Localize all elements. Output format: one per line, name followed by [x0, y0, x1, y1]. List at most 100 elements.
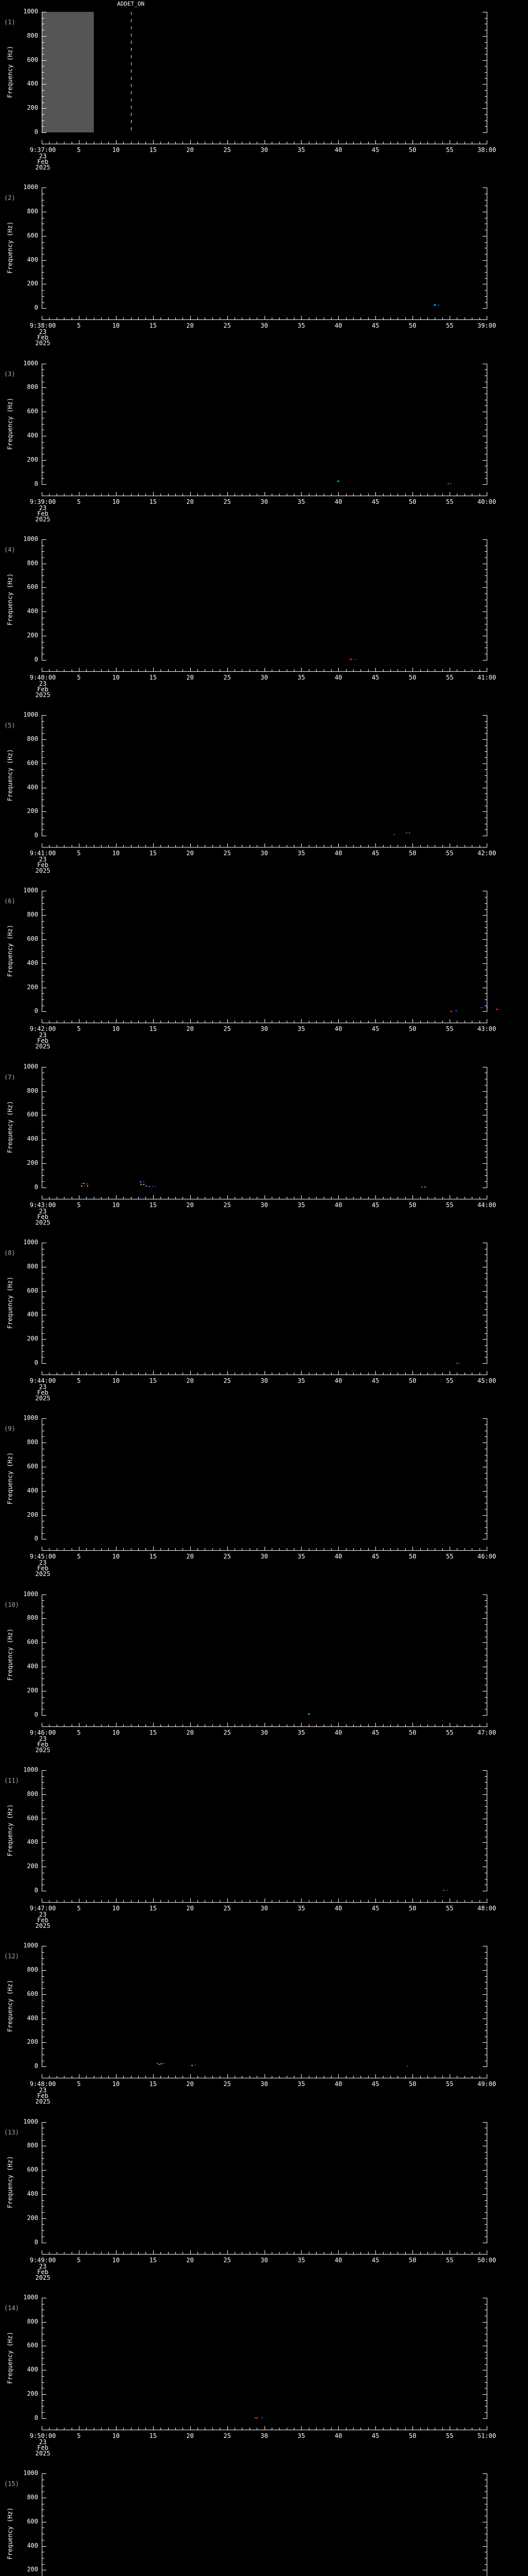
- x-tick: [390, 317, 391, 320]
- x-tick: [420, 317, 421, 320]
- x-tick: [49, 1372, 50, 1375]
- x-tick: [123, 2076, 124, 2078]
- x-tick: [368, 493, 369, 496]
- y-tick: [485, 921, 487, 922]
- spectrogram-panel: 0 200 400 600 800 1000 Frequency (Hz) (7) 9:43:0…: [0, 1055, 528, 1231]
- x-tick: [145, 2251, 146, 2254]
- y-tick: [483, 1842, 487, 1843]
- y-tick: [483, 460, 487, 461]
- y-tick: [42, 1436, 44, 1437]
- x-axis-date-line: 2025: [35, 1922, 51, 1929]
- x-tick: [153, 843, 154, 848]
- x-tick-label: 15: [149, 2256, 157, 2264]
- y-tick: [485, 1121, 487, 1122]
- x-tick-label: 5: [77, 2080, 81, 2088]
- x-tick-label: 5: [77, 322, 81, 330]
- y-tick-label: 800: [27, 2142, 38, 2149]
- x-tick-label: 25: [223, 1728, 231, 1736]
- x-tick: [368, 1196, 369, 1199]
- x-tick: [160, 1548, 161, 1551]
- x-tick: [108, 1724, 109, 1726]
- x-tick: [405, 1372, 406, 1375]
- y-tick: [42, 308, 46, 309]
- x-tick: [338, 1547, 339, 1551]
- y-tick: [485, 126, 487, 127]
- y-tick: [485, 2364, 487, 2365]
- x-tick: [86, 2251, 87, 2254]
- spectrogram-panel: 0 200 400 600 800 1000 Frequency (Hz) (10) 9:46:…: [0, 1583, 528, 1758]
- y-tick: [485, 2340, 487, 2341]
- x-tick: [412, 1019, 414, 1023]
- y-tick: [485, 2376, 487, 2377]
- y-tick: [42, 1624, 44, 1625]
- y-tick: [42, 1824, 44, 1825]
- x-tick-label: 20: [186, 2256, 194, 2264]
- x-tick: [353, 1196, 354, 1199]
- y-tick: [42, 2412, 44, 2413]
- x-tick: [420, 1900, 421, 1902]
- x-tick: [175, 2251, 176, 2254]
- x-tick-label: 15: [149, 2432, 157, 2439]
- y-tick: [483, 60, 487, 61]
- x-tick: [227, 1898, 228, 1902]
- y-tick: [42, 2564, 44, 2565]
- x-tick: [123, 2427, 124, 2430]
- y-tick-label: 1000: [23, 887, 38, 894]
- x-tick: [49, 1196, 50, 1199]
- y-tick: [42, 2230, 44, 2231]
- x-tick: [353, 2427, 354, 2430]
- y-tick: [42, 963, 46, 964]
- y-tick: [42, 2206, 44, 2207]
- x-tick: [383, 845, 384, 848]
- detection-speck: [142, 1181, 144, 1183]
- x-tick: [427, 142, 428, 144]
- x-tick: [338, 1898, 339, 1902]
- x-tick: [212, 142, 213, 144]
- x-tick: [168, 1900, 169, 1902]
- x-tick: [49, 1021, 50, 1023]
- detection-speck: [393, 834, 395, 836]
- x-tick-label: 20: [186, 1553, 194, 1561]
- y-tick-label: 0: [34, 480, 38, 487]
- y-tick: [483, 2066, 487, 2067]
- x-start-time-label: 9:40:00: [29, 673, 56, 681]
- y-tick-label: 400: [27, 1838, 38, 1846]
- y-tick: [42, 1091, 46, 1092]
- x-tick: [383, 1372, 384, 1375]
- x-axis-date-line: 23: [39, 1207, 47, 1215]
- x-end-time-label: 40:00: [477, 498, 497, 505]
- y-tick: [485, 1157, 487, 1158]
- x-tick-label: 5: [77, 1728, 81, 1736]
- x-tick: [360, 493, 361, 496]
- y-tick: [485, 423, 487, 425]
- x-tick: [197, 2427, 199, 2430]
- x-tick: [108, 1021, 109, 1023]
- x-tick: [160, 2251, 161, 2254]
- y-tick: [485, 999, 487, 1001]
- x-tick: [145, 317, 146, 320]
- x-tick: [331, 1548, 332, 1551]
- x-tick-label: 50: [408, 498, 417, 505]
- x-end-time-label: 45:00: [477, 1377, 497, 1385]
- y-tick-label: 200: [27, 2038, 38, 2046]
- y-tick: [485, 302, 487, 303]
- x-tick: [86, 317, 87, 320]
- y-tick: [485, 54, 487, 55]
- x-tick: [145, 1372, 146, 1375]
- y-tick: [42, 1309, 44, 1310]
- x-tick: [138, 1196, 139, 1199]
- x-tick: [153, 1195, 154, 1199]
- x-tick: [353, 1548, 354, 1551]
- x-tick: [86, 2076, 87, 2078]
- x-tick: [168, 1724, 169, 1726]
- y-tick: [485, 114, 487, 115]
- y-tick: [42, 2048, 44, 2049]
- y-tick-label: 0: [34, 2062, 38, 2070]
- x-tick: [212, 669, 213, 671]
- detection-speck: [86, 1183, 88, 1184]
- y-tick: [485, 2158, 487, 2159]
- x-tick: [116, 667, 117, 671]
- y-tick: [485, 1812, 487, 1813]
- x-tick: [175, 1372, 176, 1375]
- x-tick: [116, 140, 117, 144]
